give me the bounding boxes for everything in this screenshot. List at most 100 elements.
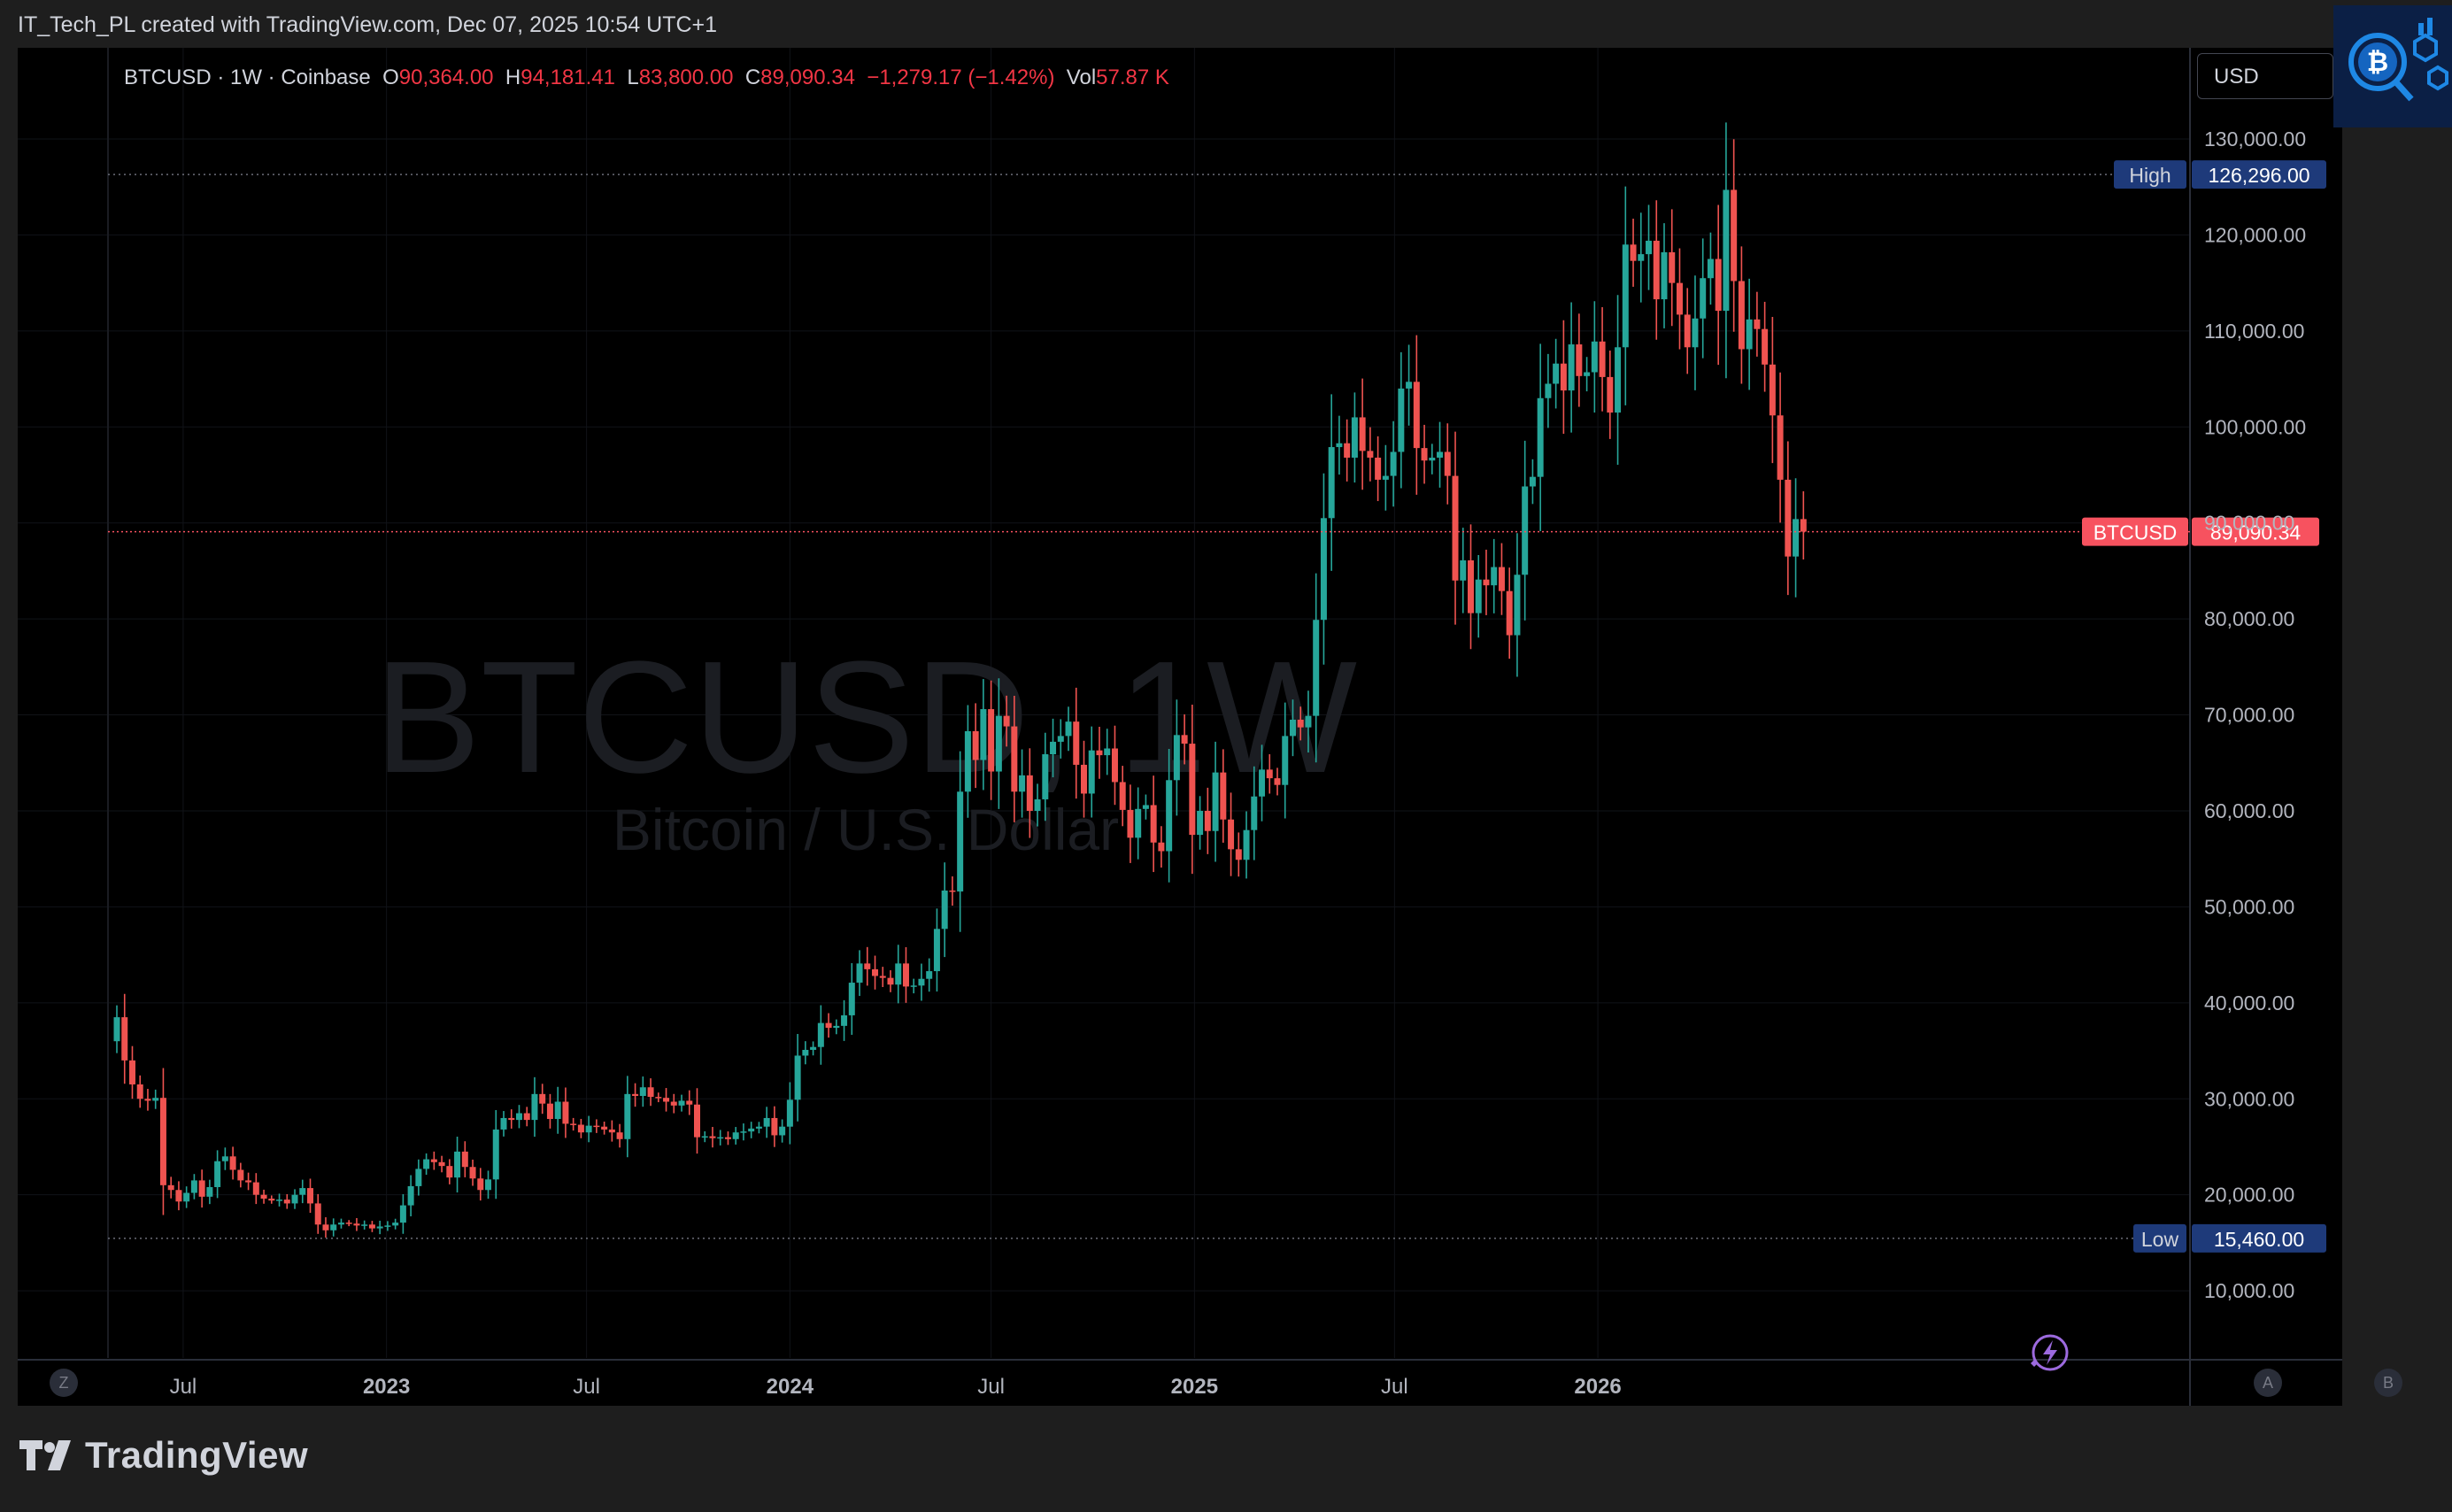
- candle-body: [299, 1188, 306, 1195]
- candle: [1591, 301, 1598, 413]
- candle: [1158, 826, 1165, 868]
- time-axis[interactable]: Jul 2023 Jul 2024 Jul 2025 Jul 2026: [170, 1375, 1622, 1399]
- candle: [523, 1107, 530, 1127]
- candle-body: [1599, 341, 1606, 377]
- candle: [709, 1127, 716, 1148]
- svg-text:₿: ₿: [2367, 48, 2388, 77]
- candle: [1429, 444, 1436, 474]
- candle: [1553, 338, 1560, 409]
- candle: [1359, 378, 1366, 490]
- y-tick-label: 40,000.00: [2204, 991, 2294, 1014]
- candle: [392, 1218, 399, 1230]
- candle: [1514, 533, 1521, 677]
- high-low-lines: High 126,296.00 Low 15,460.00: [108, 160, 2326, 1253]
- candle-body: [1034, 798, 1041, 811]
- candle-body: [902, 963, 909, 987]
- price-axis[interactable]: 130,000.00 120,000.00 110,000.00 100,000.00…: [2204, 127, 2306, 1302]
- candle-body: [771, 1117, 778, 1136]
- candle-body: [1615, 347, 1622, 413]
- candle: [562, 1087, 569, 1138]
- candle: [1529, 459, 1536, 505]
- candle-body: [1243, 829, 1250, 860]
- watermark-title: BTCUSD, 1W: [374, 629, 1357, 806]
- legend-close-label: C: [744, 66, 761, 89]
- candle-body: [1297, 719, 1304, 728]
- candle: [701, 1130, 708, 1143]
- candle-body: [1382, 475, 1389, 480]
- candle-body: [183, 1192, 190, 1202]
- candle: [1073, 687, 1080, 799]
- candle: [1220, 749, 1227, 843]
- candle-body: [1444, 451, 1451, 476]
- candle: [632, 1083, 639, 1107]
- candle: [1305, 690, 1312, 753]
- candle-body: [1119, 782, 1126, 810]
- candle-body: [933, 929, 940, 972]
- candle-body: [330, 1224, 337, 1230]
- candle-body: [1305, 715, 1312, 728]
- auto-scale-b-button[interactable]: B: [2374, 1369, 2402, 1397]
- candlestick-chart[interactable]: BTCUSD, 1W Bitcoin / U.S. Dollar High 126…: [18, 48, 2342, 1406]
- candle-body: [639, 1087, 646, 1096]
- candle-body: [1584, 372, 1591, 376]
- candle: [291, 1189, 298, 1209]
- candle: [755, 1122, 762, 1134]
- candle: [144, 1089, 151, 1111]
- candle: [694, 1088, 700, 1154]
- candles: [113, 122, 1807, 1238]
- candle-body: [1437, 451, 1444, 458]
- candle: [779, 1119, 786, 1143]
- candle: [299, 1179, 306, 1204]
- candle-body: [825, 1022, 832, 1029]
- candle: [113, 1005, 120, 1053]
- lightning-icon[interactable]: [2031, 1334, 2069, 1371]
- candle: [941, 862, 948, 958]
- candle-body: [1684, 314, 1691, 348]
- candle: [492, 1110, 499, 1200]
- candle: [1382, 444, 1389, 511]
- candle-body: [1607, 376, 1614, 413]
- candle: [361, 1220, 368, 1230]
- candle-body: [941, 890, 948, 930]
- candle-body: [763, 1117, 770, 1127]
- candle-body: [1537, 397, 1544, 477]
- candle: [1800, 490, 1807, 559]
- candle-body: [1653, 240, 1660, 300]
- candle-body: [121, 1017, 128, 1061]
- legend-change: −1,279.17 (−1.42%): [867, 66, 1055, 89]
- chart-frame[interactable]: BTCUSD, 1W Bitcoin / U.S. Dollar High 126…: [18, 48, 2342, 1406]
- candle: [1661, 223, 1668, 328]
- candle-body: [214, 1161, 221, 1188]
- candle-body: [1421, 448, 1428, 461]
- candle-body: [872, 968, 879, 976]
- candle-body: [508, 1117, 515, 1121]
- candle-body: [1282, 736, 1289, 785]
- last-price-symbol-tag: [2082, 517, 2188, 546]
- candle: [1615, 295, 1622, 466]
- candle: [1259, 744, 1266, 822]
- candle: [1537, 343, 1544, 532]
- auto-scale-left-button[interactable]: Z: [50, 1369, 78, 1397]
- auto-scale-a-button[interactable]: A: [2254, 1369, 2282, 1397]
- candle: [128, 1045, 135, 1099]
- currency-selector[interactable]: USD: [2197, 53, 2333, 99]
- candle-body: [361, 1224, 368, 1226]
- candle: [655, 1092, 662, 1103]
- candle: [1243, 811, 1250, 879]
- candle: [384, 1221, 391, 1231]
- candle: [1212, 741, 1219, 862]
- candle: [1576, 313, 1583, 407]
- candle-body: [817, 1022, 824, 1047]
- tradingview-logo[interactable]: TradingView: [19, 1434, 308, 1477]
- candle-body: [1429, 457, 1436, 461]
- candle: [1700, 238, 1707, 359]
- x-tick-label: 2024: [767, 1375, 814, 1399]
- candle: [1413, 335, 1420, 495]
- candle-body: [732, 1132, 739, 1139]
- candle: [1150, 775, 1157, 873]
- candle-body: [701, 1136, 708, 1138]
- candle: [368, 1221, 375, 1232]
- legend-symbol[interactable]: BTCUSD · 1W · Coinbase: [124, 66, 371, 89]
- candle: [167, 1176, 174, 1199]
- candle-body: [322, 1224, 329, 1230]
